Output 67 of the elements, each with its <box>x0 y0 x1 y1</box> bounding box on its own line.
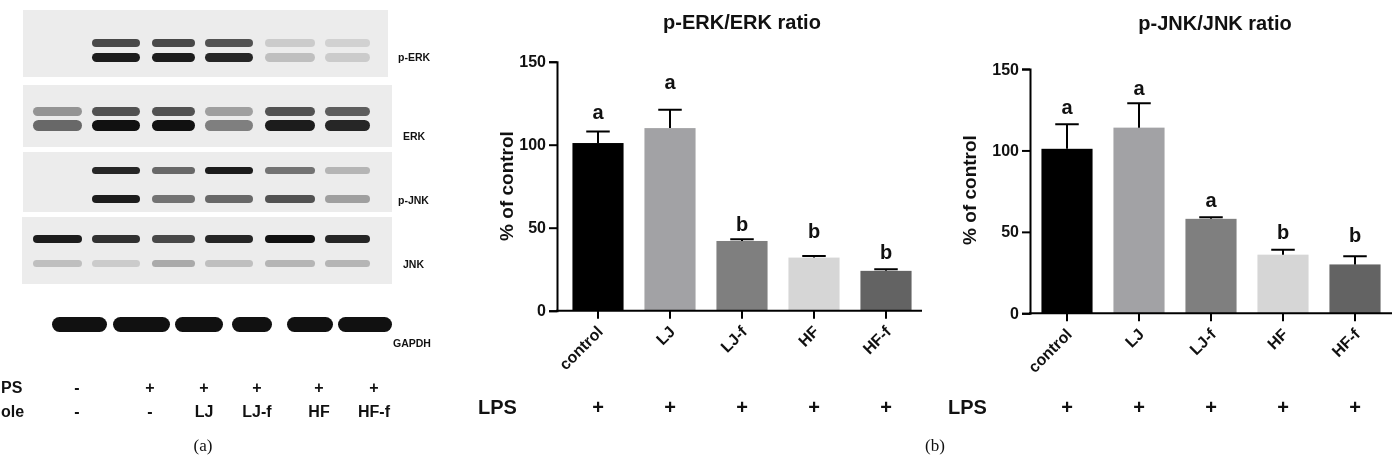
text: - <box>74 379 80 396</box>
text: + <box>145 379 155 396</box>
text: + <box>880 396 892 418</box>
x-tick-label: LJ <box>652 322 679 349</box>
text: LJ-f <box>242 403 273 420</box>
annotation: b <box>1276 220 1290 243</box>
bar <box>716 240 768 311</box>
annotation: a <box>1205 189 1218 212</box>
bar <box>644 128 696 311</box>
annotation: a <box>592 101 605 124</box>
text: + <box>369 379 379 396</box>
text: HF-f <box>358 403 391 420</box>
text: PS <box>1 379 23 396</box>
text: JNK <box>403 258 425 270</box>
bar <box>860 270 912 311</box>
text: LPS <box>478 396 517 418</box>
text: + <box>808 396 820 418</box>
text: GAPDH <box>393 337 431 349</box>
annotation: b <box>879 241 893 264</box>
x-tick-label: HF <box>795 322 823 350</box>
text: - <box>74 403 80 420</box>
annotation: a <box>664 70 677 93</box>
y-axis-title: % of control <box>959 135 980 245</box>
bar <box>1113 127 1165 314</box>
text: - <box>147 403 153 420</box>
y-tick-label: 0 <box>537 302 547 320</box>
text: LPS <box>948 396 987 418</box>
annotation: b <box>1348 224 1362 247</box>
bar <box>788 257 840 311</box>
text: + <box>1061 396 1073 418</box>
text: HF <box>308 403 330 420</box>
text: + <box>1277 396 1289 418</box>
y-tick-label: 150 <box>992 60 1020 78</box>
annotation: a <box>1133 77 1146 100</box>
y-tick-label: 100 <box>992 142 1020 160</box>
text: + <box>314 379 324 396</box>
y-tick-label: 50 <box>528 219 547 237</box>
text: ole <box>1 403 25 420</box>
chart-title: p-ERK/ERK ratio <box>663 11 821 33</box>
text: + <box>252 379 262 396</box>
y-tick-label: 100 <box>519 136 547 154</box>
bar <box>1185 218 1237 314</box>
annotation: a <box>1061 96 1074 119</box>
text: p-JNK <box>398 194 430 206</box>
text: + <box>1133 396 1145 418</box>
chart-title: p-JNK/JNK ratio <box>1138 12 1292 34</box>
bar <box>1257 254 1309 314</box>
text: LJ <box>194 403 214 420</box>
y-tick-label: 0 <box>1010 304 1020 322</box>
text: + <box>1205 396 1217 418</box>
text: + <box>664 396 676 418</box>
text: p-ERK <box>398 51 431 63</box>
text: + <box>736 396 748 418</box>
annotation: b <box>807 219 821 242</box>
y-tick-label: 50 <box>1001 223 1020 241</box>
text: (b) <box>925 436 945 455</box>
x-tick-label: HF <box>1264 325 1292 353</box>
text: (a) <box>193 436 213 455</box>
x-tick-label: LJ <box>1121 325 1148 351</box>
bar <box>1329 264 1381 314</box>
text: + <box>592 396 604 418</box>
text: ERK <box>403 130 426 142</box>
text: + <box>1349 396 1361 418</box>
y-tick-label: 150 <box>519 53 547 71</box>
annotation: b <box>735 213 749 236</box>
text: + <box>199 379 209 396</box>
y-axis-title: % of control <box>496 131 517 241</box>
